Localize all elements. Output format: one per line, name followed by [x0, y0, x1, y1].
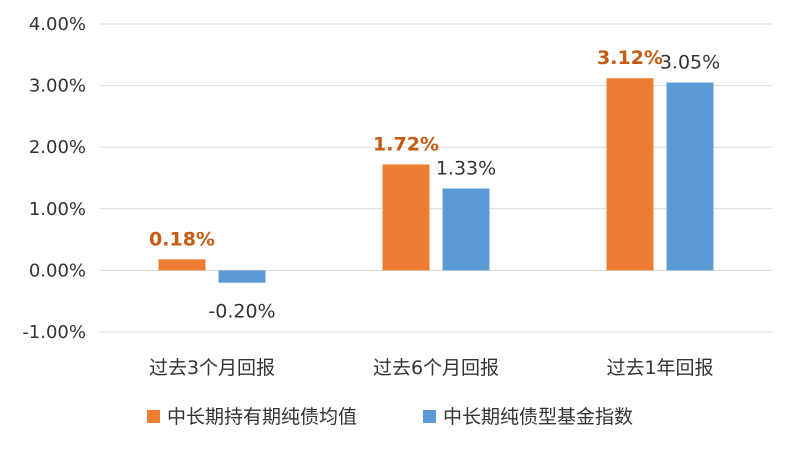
y-tick-label: 4.00% — [29, 14, 86, 35]
legend: 中长期持有期纯债均值 中长期纯债型基金指数 — [147, 406, 633, 428]
legend-label: 中长期持有期纯债均值 — [167, 406, 357, 428]
y-axis-tick-labels: 4.00% 3.00% 2.00% 1.00% 0.00% -1.00% — [22, 14, 86, 343]
legend-swatch — [147, 410, 160, 423]
y-tick-label: 2.00% — [29, 137, 86, 158]
data-label: 3.12% — [597, 47, 663, 69]
bar-series-1-cat-1 — [158, 259, 206, 271]
bar-series-1-cat-3 — [606, 78, 654, 271]
legend-swatch — [423, 410, 436, 423]
data-label: 1.33% — [436, 157, 496, 179]
legend-label: 中长期纯债型基金指数 — [443, 406, 633, 428]
y-tick-label: 3.00% — [29, 76, 86, 97]
data-label: 0.18% — [149, 228, 215, 250]
data-label: -0.20% — [208, 301, 275, 323]
gridlines — [100, 23, 772, 333]
data-label: 1.72% — [373, 133, 439, 155]
x-category-label: 过去1年回报 — [606, 357, 713, 379]
x-axis-category-labels: 过去3个月回报 过去6个月回报 过去1年回报 — [149, 357, 714, 379]
y-tick-label: 1.00% — [29, 199, 86, 220]
y-tick-label: -1.00% — [22, 322, 86, 343]
x-category-label: 过去6个月回报 — [373, 357, 499, 379]
bar-series-2-cat-2 — [442, 188, 490, 271]
data-labels: 0.18% -0.20% 1.72%1.33% 3.12%3.05% — [149, 47, 720, 323]
bars — [158, 78, 714, 283]
bar-series-2-cat-3 — [666, 82, 714, 271]
x-category-label: 过去3个月回报 — [149, 357, 275, 379]
data-label: 3.05% — [660, 52, 720, 74]
bar-series-1-cat-2 — [382, 164, 430, 271]
bar-series-2-cat-1 — [218, 270, 266, 283]
y-tick-label: 0.00% — [29, 260, 86, 281]
